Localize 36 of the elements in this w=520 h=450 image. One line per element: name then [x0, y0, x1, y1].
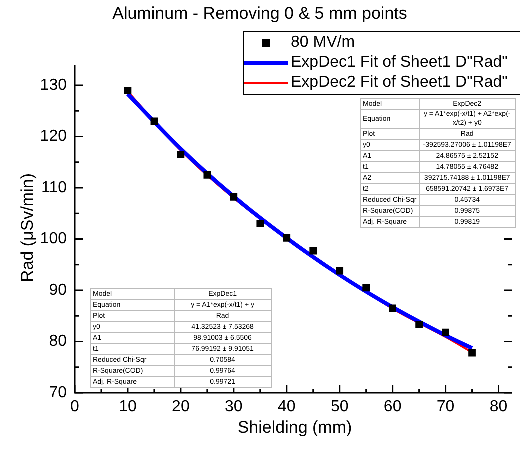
y-tick-label: 70 [49, 384, 68, 402]
x-tick-label: 10 [119, 398, 137, 416]
chart-title: Aluminum - Removing 0 & 5 mm points [112, 4, 408, 24]
point [283, 234, 291, 242]
y-tick-label: 90 [49, 282, 68, 299]
legend-label: ExpDec1 Fit of Sheet1 D"Rad" [291, 54, 508, 72]
point [310, 247, 318, 255]
point [362, 284, 370, 292]
y-tick-label: 130 [40, 76, 68, 94]
y-tick-label: 110 [41, 179, 68, 196]
point [177, 151, 185, 158]
y-tick-label: 100 [40, 230, 68, 248]
y-axis-title: Rad (μSv/min) [18, 172, 38, 284]
point [124, 86, 132, 94]
point [256, 220, 264, 228]
point [150, 118, 158, 126]
x-tick-label: 70 [436, 398, 455, 416]
legend-label: 80 MV/m [291, 34, 356, 52]
x-tick-label: 0 [70, 398, 80, 416]
y-tick-label: 120 [40, 128, 68, 146]
x-tick-label: 20 [172, 398, 190, 416]
legend-label: ExpDec2 Fit of Sheet1 D"Rad" [291, 74, 508, 92]
point [204, 172, 212, 179]
point [230, 194, 238, 201]
x-tick-label: 60 [384, 398, 402, 416]
x-tick-label: 80 [490, 398, 508, 416]
point [389, 304, 396, 312]
point [336, 267, 344, 275]
x-tick-label: 30 [225, 398, 243, 416]
point [468, 349, 476, 357]
x-tick-label: 40 [278, 398, 296, 416]
x-axis-title: Shielding (mm) [236, 418, 354, 438]
point [442, 328, 450, 336]
x-tick-label: 50 [330, 398, 349, 416]
y-tick-label: 80 [49, 333, 68, 350]
point [416, 321, 423, 329]
